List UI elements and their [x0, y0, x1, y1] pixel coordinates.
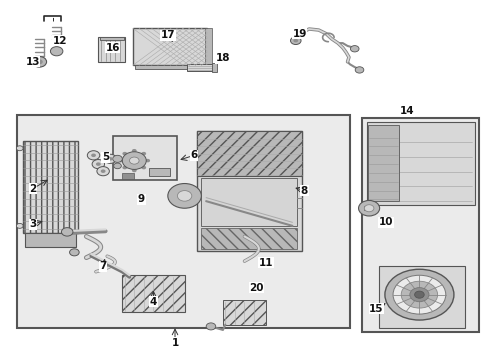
- Bar: [201, 178, 297, 226]
- Text: 5: 5: [102, 152, 109, 162]
- Circle shape: [104, 154, 116, 163]
- Bar: [367, 125, 399, 201]
- Circle shape: [122, 152, 127, 156]
- Circle shape: [129, 157, 139, 164]
- Circle shape: [409, 288, 428, 302]
- Bar: [186, 64, 213, 71]
- Circle shape: [32, 57, 46, 67]
- Text: 15: 15: [368, 304, 383, 314]
- Circle shape: [36, 59, 42, 64]
- Circle shape: [91, 153, 96, 157]
- Circle shape: [17, 224, 23, 228]
- Circle shape: [17, 146, 23, 151]
- Text: 3: 3: [29, 219, 36, 229]
- Text: 9: 9: [138, 194, 145, 204]
- Bar: [148, 168, 170, 176]
- Bar: [135, 65, 209, 69]
- Circle shape: [350, 46, 358, 52]
- Bar: [196, 131, 302, 251]
- Bar: [133, 28, 207, 66]
- Text: 11: 11: [258, 258, 273, 268]
- Circle shape: [108, 157, 112, 161]
- Circle shape: [145, 159, 150, 162]
- Bar: [366, 122, 473, 205]
- Circle shape: [113, 163, 121, 169]
- Circle shape: [290, 37, 301, 45]
- Circle shape: [206, 323, 215, 330]
- Bar: [122, 275, 184, 312]
- Text: 4: 4: [149, 297, 157, 307]
- Text: 18: 18: [215, 53, 230, 63]
- Bar: [172, 189, 184, 203]
- Bar: [23, 141, 78, 233]
- Circle shape: [293, 39, 298, 42]
- Text: 17: 17: [160, 30, 175, 40]
- Bar: [211, 63, 216, 72]
- Circle shape: [122, 166, 127, 169]
- Bar: [25, 233, 76, 247]
- Text: 19: 19: [292, 28, 306, 39]
- Circle shape: [177, 190, 191, 201]
- Circle shape: [101, 170, 105, 173]
- Text: 8: 8: [300, 186, 307, 195]
- Text: 2: 2: [29, 184, 36, 194]
- Circle shape: [132, 149, 136, 153]
- Bar: [112, 136, 177, 180]
- Circle shape: [132, 169, 136, 172]
- Bar: [17, 115, 349, 328]
- Circle shape: [141, 152, 146, 156]
- Text: 13: 13: [25, 57, 40, 67]
- Bar: [201, 228, 297, 249]
- Circle shape: [87, 151, 100, 160]
- Bar: [100, 37, 123, 40]
- Bar: [196, 131, 302, 176]
- Circle shape: [96, 162, 101, 166]
- Bar: [223, 300, 265, 325]
- Text: 1: 1: [171, 338, 178, 348]
- Circle shape: [50, 47, 63, 56]
- Text: 6: 6: [190, 150, 198, 160]
- Bar: [122, 172, 134, 179]
- Bar: [364, 207, 368, 210]
- Text: 7: 7: [99, 261, 106, 271]
- Text: 16: 16: [105, 43, 120, 53]
- Circle shape: [384, 269, 453, 320]
- Circle shape: [414, 291, 423, 298]
- Circle shape: [122, 152, 146, 170]
- Circle shape: [354, 67, 363, 73]
- Circle shape: [61, 228, 73, 236]
- Circle shape: [118, 159, 123, 162]
- Text: 12: 12: [53, 36, 67, 46]
- Text: 10: 10: [378, 217, 392, 227]
- Circle shape: [358, 201, 379, 216]
- Circle shape: [167, 184, 201, 208]
- Circle shape: [141, 166, 146, 169]
- Bar: [98, 37, 124, 62]
- Circle shape: [392, 275, 445, 314]
- Circle shape: [92, 159, 104, 169]
- Circle shape: [97, 167, 109, 176]
- Bar: [205, 28, 212, 67]
- Text: 14: 14: [399, 106, 414, 116]
- Bar: [361, 118, 478, 332]
- Text: 20: 20: [249, 283, 263, 293]
- Circle shape: [400, 281, 437, 308]
- Bar: [378, 266, 464, 328]
- Circle shape: [69, 249, 79, 256]
- Circle shape: [364, 205, 373, 212]
- Circle shape: [112, 155, 122, 162]
